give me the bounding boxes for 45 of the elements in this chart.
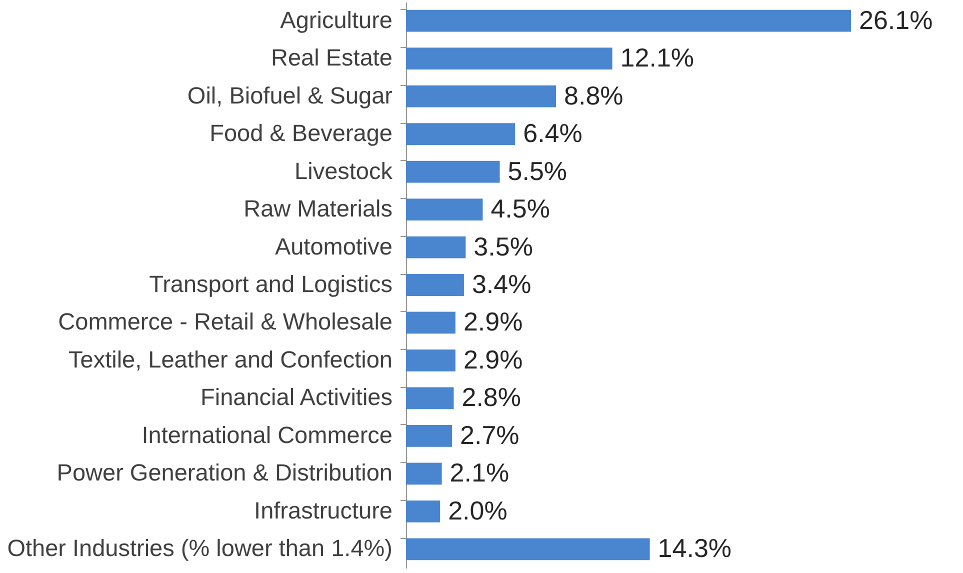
bar: [406, 123, 516, 146]
y-tick-label: Real Estate: [271, 44, 392, 71]
y-tick-label: Other Industries (% lower than 1.4%): [7, 535, 392, 562]
bar: [406, 387, 454, 410]
data-label: 2.7%: [460, 420, 520, 450]
data-label: 2.0%: [448, 495, 508, 526]
y-tick-label: Infrastructure: [254, 497, 392, 524]
y-tick-label: Textile, Leather and Confection: [68, 346, 392, 372]
data-label: 26.1%: [859, 4, 933, 35]
y-tick-label: Transport and Logistics: [149, 271, 392, 297]
bar: [406, 350, 456, 372]
bar: [406, 236, 466, 258]
data-label: 4.5%: [490, 194, 550, 224]
data-label: 12.1%: [620, 42, 694, 73]
bar: [406, 462, 442, 485]
bar: [406, 160, 500, 183]
y-tick-label: Livestock: [294, 158, 393, 184]
bar: [406, 538, 650, 560]
data-label: 2.1%: [450, 458, 510, 488]
data-label: 3.4%: [472, 269, 532, 299]
y-tick-label: Oil, Biofuel & Sugar: [187, 82, 393, 108]
y-tick-label: Commerce - Retail & Wholesale: [58, 308, 392, 335]
data-label: 2.8%: [462, 382, 522, 412]
y-tick-label: Raw Materials: [244, 196, 392, 222]
data-label: 8.8%: [564, 80, 624, 110]
bar: [406, 10, 851, 32]
bar: [406, 85, 556, 108]
bar: [406, 500, 440, 522]
data-label: 14.3%: [658, 533, 732, 564]
y-tick-label: Financial Activities: [200, 384, 392, 410]
bar: [406, 274, 464, 296]
bar: [406, 198, 483, 220]
y-tick-label: Automotive: [274, 233, 392, 260]
data-label: 3.5%: [474, 231, 533, 262]
y-tick-label: Agriculture: [280, 6, 392, 33]
data-label: 6.4%: [523, 118, 582, 148]
data-label: 5.5%: [508, 156, 568, 186]
y-tick-label: Food & Beverage: [210, 120, 392, 146]
bar: [406, 312, 456, 334]
data-label: 2.9%: [463, 306, 523, 337]
bar: [406, 48, 612, 70]
y-tick-label: Power Generation & Distribution: [56, 460, 392, 486]
bar: [406, 424, 452, 447]
y-tick-label: International Commerce: [142, 422, 392, 448]
data-label: 2.9%: [463, 344, 523, 374]
